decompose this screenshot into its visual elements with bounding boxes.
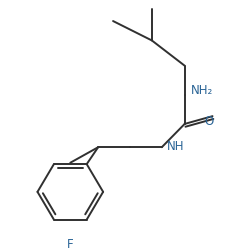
Text: NH: NH <box>166 139 184 152</box>
Text: O: O <box>204 114 213 127</box>
Text: F: F <box>67 237 73 249</box>
Text: NH₂: NH₂ <box>190 84 212 97</box>
